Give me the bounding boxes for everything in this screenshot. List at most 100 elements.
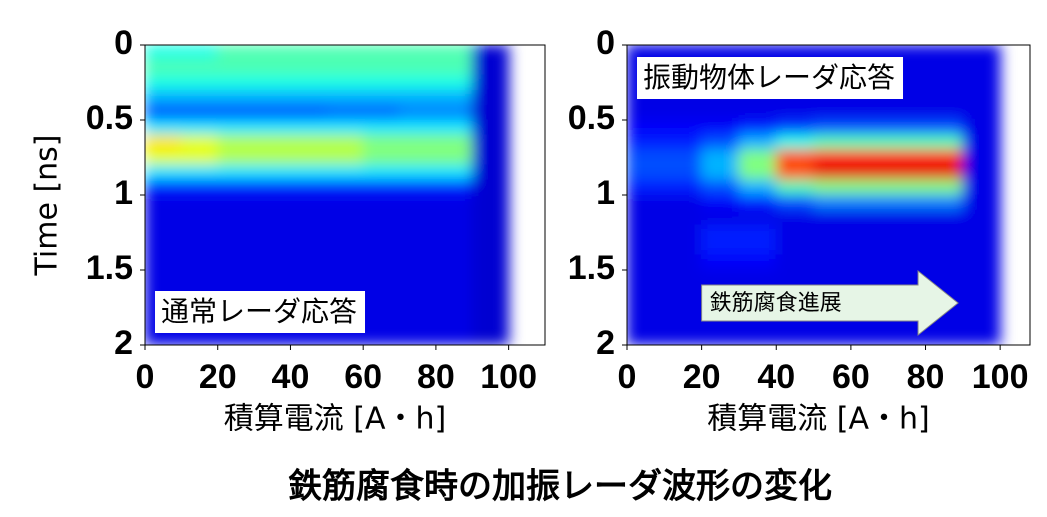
heat-cell — [217, 194, 255, 211]
heat-cell — [289, 224, 328, 241]
heat-cell — [627, 254, 665, 271]
heat-cell — [850, 329, 889, 345]
heat-cell — [326, 254, 364, 271]
heat-cell — [145, 59, 182, 76]
heat-cell — [887, 224, 927, 241]
heat-cell — [145, 89, 182, 106]
heat-cell — [217, 224, 255, 241]
heat-cell — [962, 254, 1001, 271]
heat-cell — [180, 269, 219, 286]
heat-cell — [399, 119, 437, 136]
heat-cell — [253, 104, 291, 121]
heat-cell — [850, 179, 889, 196]
heat-cell — [471, 314, 510, 331]
y-tick-label: 1.5 — [568, 249, 615, 287]
heat-cell — [253, 74, 291, 91]
heat-cell — [887, 104, 927, 121]
annotation-box — [155, 291, 366, 333]
y-tick-label: 2 — [596, 324, 615, 362]
heat-cell — [471, 104, 510, 121]
heat-cell — [180, 254, 219, 271]
heat-cell — [962, 239, 1001, 256]
heat-cell — [813, 239, 852, 256]
heat-cell — [326, 179, 364, 196]
heat-cell — [362, 134, 401, 151]
heat-cell — [887, 194, 927, 211]
heat-cell — [399, 164, 437, 181]
heat-cell — [362, 89, 401, 106]
heat-cell — [180, 224, 219, 241]
heat-cell — [663, 284, 703, 301]
heat-cell — [738, 269, 777, 286]
heat-cell — [435, 89, 473, 106]
heat-cell — [217, 74, 255, 91]
heat-cell — [145, 149, 182, 166]
heat-cell — [289, 59, 328, 76]
heat-cell — [962, 329, 1001, 345]
heat-cell — [435, 299, 473, 316]
heat-cell — [775, 104, 815, 121]
heat-cell — [217, 269, 255, 286]
heat-cell — [435, 149, 473, 166]
heat-cell — [471, 149, 510, 166]
heat-cell — [738, 224, 777, 241]
heat-cell — [887, 329, 927, 345]
heat-cell — [627, 239, 665, 256]
heat-cell — [663, 329, 703, 345]
heat-cell — [627, 329, 665, 345]
x-tick-label: 80 — [417, 358, 455, 396]
y-axis-label: Time [ns] — [30, 134, 65, 276]
heat-cell — [925, 269, 964, 286]
heat-cell — [362, 74, 401, 91]
heat-cell — [962, 209, 1001, 226]
heat-cell — [701, 179, 740, 196]
heat-cell — [362, 284, 401, 301]
heat-cell — [180, 149, 219, 166]
heat-cell — [962, 299, 1001, 316]
heat-cell — [627, 149, 665, 166]
x-axis-label: 積算電流 [A・h] — [224, 402, 446, 437]
heat-cell — [362, 194, 401, 211]
heatmap-cells — [145, 45, 510, 345]
heat-cell — [180, 45, 219, 61]
x-tick-label: 0 — [618, 358, 637, 396]
heat-cell — [925, 254, 964, 271]
heat-cell — [180, 179, 219, 196]
heat-cell — [362, 209, 401, 226]
heat-cell — [289, 194, 328, 211]
heat-cell — [663, 254, 703, 271]
heat-cell — [813, 134, 852, 151]
heat-cell — [471, 164, 510, 181]
heat-cell — [326, 104, 364, 121]
heat-cell — [435, 269, 473, 286]
heat-cell — [813, 164, 852, 181]
heat-cell — [663, 45, 703, 61]
heat-cell — [775, 269, 815, 286]
heat-cell — [663, 149, 703, 166]
heat-cell — [775, 209, 815, 226]
heat-cell — [813, 224, 852, 241]
heat-cell — [962, 149, 1001, 166]
heat-cell — [962, 179, 1001, 196]
heat-cell — [362, 299, 401, 316]
heat-cell — [435, 179, 473, 196]
heat-cell — [145, 179, 182, 196]
heat-cell — [399, 314, 437, 331]
heat-cell — [326, 239, 364, 256]
arrow — [701, 269, 959, 337]
heat-cell — [850, 209, 889, 226]
heat-cell — [326, 74, 364, 91]
heat-cell — [962, 59, 1001, 76]
heat-cell — [399, 45, 437, 61]
heat-cell — [435, 314, 473, 331]
heat-cell — [435, 284, 473, 301]
heat-cell — [663, 224, 703, 241]
heat-cell — [850, 134, 889, 151]
heat-cell — [850, 119, 889, 136]
heat-cell — [850, 164, 889, 181]
x-tick-label: 20 — [683, 358, 721, 396]
heat-cell — [180, 209, 219, 226]
heat-cell — [663, 104, 703, 121]
heat-cell — [471, 299, 510, 316]
